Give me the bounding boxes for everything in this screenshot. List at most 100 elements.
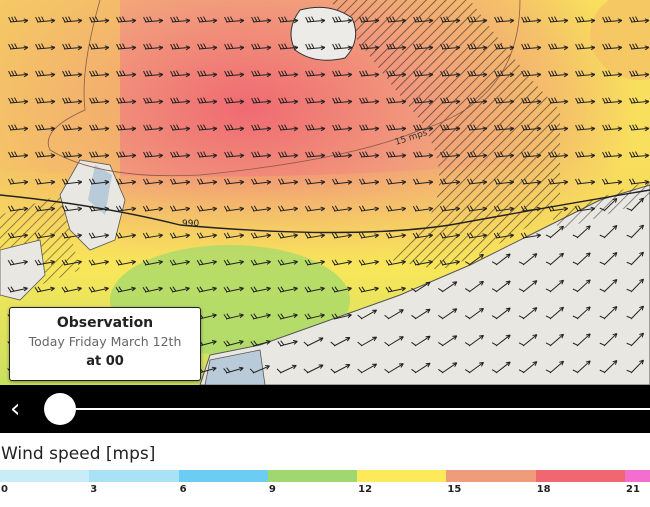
- wind-barb: [384, 336, 404, 347]
- wind-barb: [88, 259, 109, 266]
- legend-title: Wind speed [mps]: [1, 444, 156, 464]
- wind-barb: [518, 334, 538, 347]
- wind-barb: [250, 340, 271, 347]
- wind-barb: [305, 124, 326, 132]
- wind-barb: [251, 43, 272, 51]
- wind-barb: [521, 70, 542, 78]
- wind-barb: [7, 259, 28, 266]
- wind-barb: [628, 178, 650, 185]
- wind-barb: [599, 251, 618, 266]
- wind-barb: [358, 286, 379, 293]
- wind-barb: [304, 313, 325, 320]
- wind-barb: [602, 124, 623, 132]
- wind-barb: [545, 279, 565, 293]
- wind-barb: [520, 178, 542, 185]
- wind-barb: [197, 16, 218, 24]
- wind-barb: [438, 335, 458, 347]
- wind-barb: [116, 97, 137, 105]
- wind-barb: [197, 97, 218, 105]
- wind-barb: [88, 178, 110, 185]
- wind-barb: [223, 205, 245, 212]
- wind-barb: [61, 286, 82, 293]
- wind-barb: [197, 124, 218, 132]
- wind-barb: [8, 16, 29, 24]
- timeline-slider-handle[interactable]: [44, 393, 76, 425]
- wind-barb: [384, 363, 404, 374]
- timeline-track[interactable]: [80, 408, 650, 410]
- wind-barb: [626, 332, 645, 347]
- wind-barb: [494, 16, 515, 24]
- legend-tick-label: 15: [447, 484, 462, 495]
- wind-barb: [276, 364, 297, 374]
- wind-barb: [251, 16, 272, 24]
- legend-swatch: [446, 470, 536, 482]
- wind-barb: [521, 16, 542, 24]
- wind-barb: [574, 178, 596, 185]
- wind-barb: [7, 178, 29, 185]
- wind-barb: [599, 197, 618, 212]
- legend-tick-label: 9: [268, 484, 276, 495]
- wind-barb: [467, 124, 488, 132]
- wind-barb: [386, 151, 407, 159]
- wind-barb: [464, 280, 484, 293]
- wind-barb: [440, 70, 461, 78]
- wind-barb: [545, 306, 565, 320]
- wind-barb: [626, 278, 645, 293]
- wind-barb: [413, 151, 434, 159]
- wind-map[interactable]: 15 mps 990: [0, 0, 650, 385]
- wind-barb: [305, 97, 326, 105]
- wind-barb: [518, 361, 538, 374]
- wind-barb: [464, 334, 484, 347]
- wind-barb: [143, 97, 164, 105]
- wind-barb: [142, 232, 164, 239]
- wind-barb: [223, 313, 244, 320]
- hatched-area: [330, 0, 560, 270]
- wind-barb: [251, 151, 272, 159]
- wind-barb: [197, 70, 218, 78]
- wind-barb: [250, 259, 271, 266]
- wind-barb: [602, 151, 623, 159]
- legend-swatch: [357, 470, 447, 482]
- wind-barb: [332, 70, 353, 78]
- wind-barb: [626, 251, 645, 266]
- wind-barb: [494, 97, 515, 105]
- wind-barb: [331, 232, 353, 239]
- wind-barb: [332, 16, 353, 24]
- wind-barb: [197, 151, 218, 159]
- wind-barb: [223, 259, 244, 266]
- wind-barb: [626, 359, 645, 374]
- legend-tick-label: 18: [536, 484, 551, 495]
- wind-barb: [331, 286, 352, 293]
- wind-barb: [278, 124, 299, 132]
- wind-barb: [412, 205, 434, 212]
- legend-swatch: [267, 470, 358, 482]
- wind-barb: [62, 97, 83, 105]
- wind-barb: [464, 361, 484, 374]
- wind-barb: [116, 70, 137, 78]
- wind-barb: [277, 313, 298, 320]
- wind-barb: [602, 70, 623, 78]
- wind-barb: [224, 16, 245, 24]
- legend-swatch: [89, 470, 179, 482]
- wind-barb: [35, 16, 56, 24]
- wind-barb: [575, 43, 596, 51]
- wind-barb: [440, 16, 461, 24]
- wind-barb: [601, 178, 623, 185]
- wind-barb: [521, 43, 542, 51]
- wind-barb: [170, 16, 191, 24]
- wind-barb: [89, 16, 110, 24]
- wind-barb: [491, 307, 511, 320]
- wind-barb: [330, 364, 351, 374]
- wind-barb: [521, 124, 542, 132]
- wind-barb: [169, 286, 190, 293]
- wind-barb: [249, 365, 270, 374]
- wind-barb: [34, 259, 55, 266]
- wind-barb: [223, 178, 245, 185]
- wind-barb: [278, 70, 299, 78]
- wind-barb: [116, 151, 137, 159]
- wind-barb: [304, 286, 325, 293]
- chevron-left-icon[interactable]: ‹: [10, 394, 21, 424]
- wind-barb: [35, 43, 56, 51]
- wind-barb: [170, 97, 191, 105]
- legend-swatch: [0, 470, 90, 482]
